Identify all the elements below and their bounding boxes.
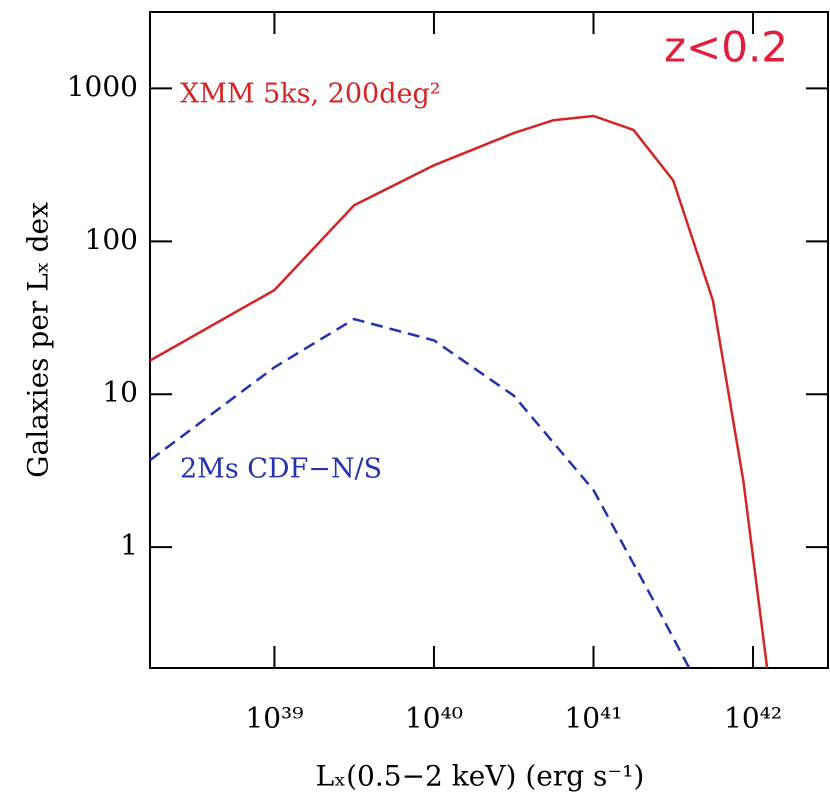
series-line [150, 114, 769, 668]
x-tick-label: 10⁴¹ [564, 702, 622, 735]
y-tick-label: 100 [85, 223, 138, 256]
y-axis-label: Galaxies per Lₓ dex [22, 202, 55, 478]
series-label: 2Ms CDF−N/S [180, 454, 382, 485]
plot-lines [150, 114, 769, 668]
y-tick-label: 1000 [67, 70, 138, 103]
x-tick-label: 10³⁹ [245, 702, 303, 735]
series-label: XMM 5ks, 200deg² [180, 79, 441, 110]
x-tick-label: 10⁴² [724, 702, 782, 735]
x-axis-label: Lₓ(0.5−2 keV) (erg s⁻¹) [316, 760, 645, 793]
annotation: z<0.2 [664, 23, 788, 72]
plot-frame [149, 11, 829, 669]
y-tick-label: 10 [102, 376, 138, 409]
x-tick-label: 10⁴⁰ [405, 702, 463, 735]
series-line [150, 317, 691, 668]
y-tick-label: 1 [120, 529, 138, 562]
